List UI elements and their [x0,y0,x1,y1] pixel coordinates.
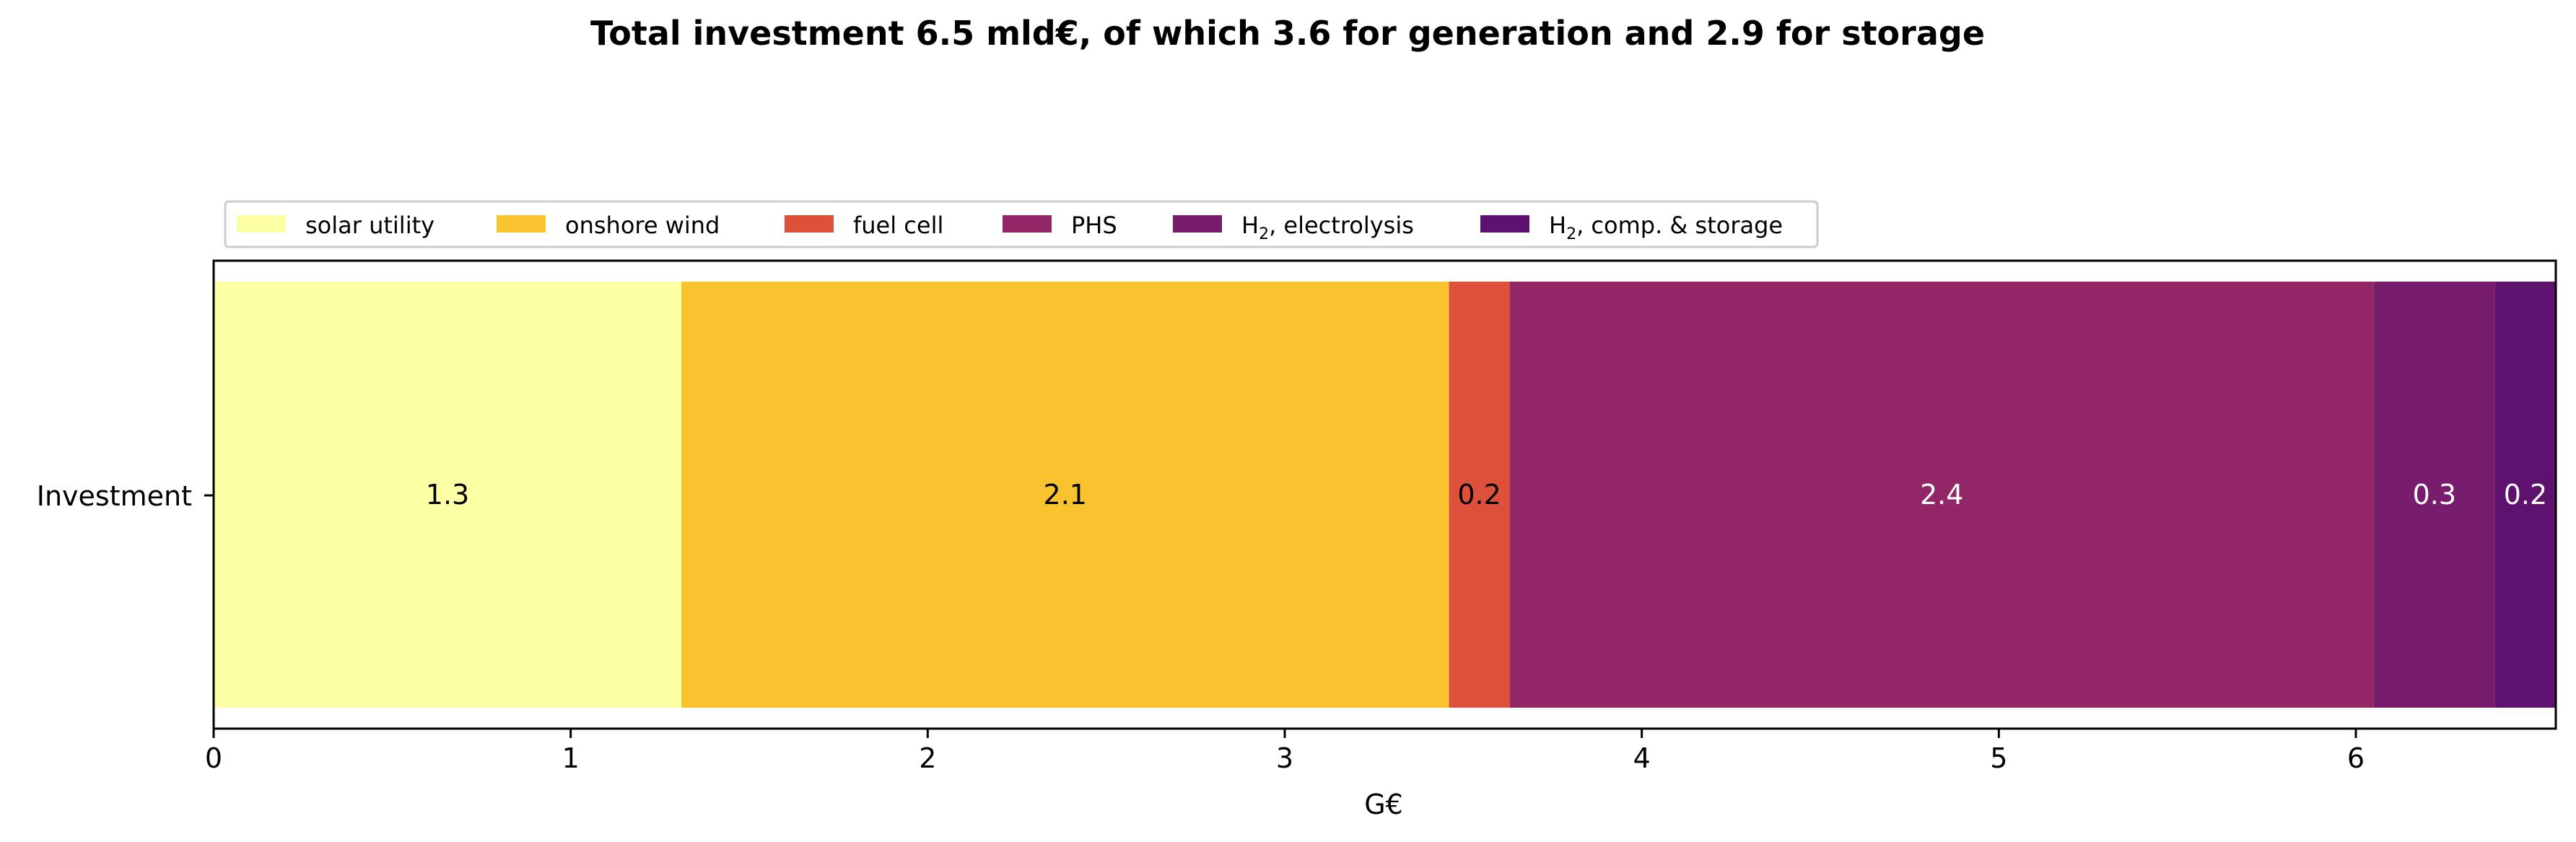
x-tick-label: 6 [2347,742,2365,774]
legend-swatch [1173,215,1222,233]
y-tick-label: Investment [37,480,192,512]
legend-swatch [237,215,286,233]
legend-label: H2, electrolysis [1241,212,1414,243]
x-axis-label: G€ [1364,789,1403,820]
bar-value-label: 2.1 [1044,479,1087,511]
bar-segment-h2-comp-storage [2494,282,2556,708]
bar-segment-solar-utility [214,282,682,708]
legend: solar utility onshore wind fuel cell PHS H2,… [224,200,1819,248]
bar-value-label: 2.4 [1920,479,1963,511]
legend-item-solar-utility: solar utility [237,212,435,239]
legend-swatch [785,215,834,233]
legend-label: H2, comp. & storage [1549,212,1783,243]
x-tick-label: 2 [919,742,936,774]
bar-segment-onshore-wind [681,282,1449,708]
bar-segments [214,282,2556,708]
y-axis: Investment [37,480,214,512]
legend-label: onshore wind [565,212,720,239]
bar-segment-phs [1509,282,2374,708]
bar-value-label: 0.3 [2413,479,2456,511]
bar-segment-h2-electrolysis [2373,282,2495,708]
bar-value-label: 0.2 [1457,479,1501,511]
legend-swatch [1003,215,1052,233]
x-tick-label: 4 [1633,742,1651,774]
x-tick-label: 1 [562,742,580,774]
chart-title: Total investment 6.5 mld€, of which 3.6 … [590,14,1985,53]
plot-frame [212,259,2557,730]
bar-labels: 1.3 2.1 0.2 2.4 0.3 0.2 [426,479,2547,511]
legend-item-h2-comp-storage: H2, comp. & storage [1480,212,1783,243]
legend-item-phs: PHS [1003,212,1117,239]
x-tick-label: 3 [1276,742,1293,774]
legend-label: fuel cell [853,212,943,239]
legend-swatch [497,215,546,233]
legend-item-h2-electrolysis: H2, electrolysis [1173,212,1414,243]
x-axis: 0 1 2 3 4 5 6 [205,729,2365,774]
bar-value-label: 1.3 [426,479,469,511]
x-tick-label: 0 [205,742,222,774]
legend-label: PHS [1071,212,1117,239]
legend-item-fuel-cell: fuel cell [785,212,943,239]
bar-segment-fuel-cell [1449,282,1510,708]
x-tick-label: 5 [1990,742,2007,774]
legend-item-onshore-wind: onshore wind [497,212,720,239]
legend-label: solar utility [305,212,435,239]
legend-swatch [1480,215,1529,233]
bar-value-label: 0.2 [2504,479,2547,511]
